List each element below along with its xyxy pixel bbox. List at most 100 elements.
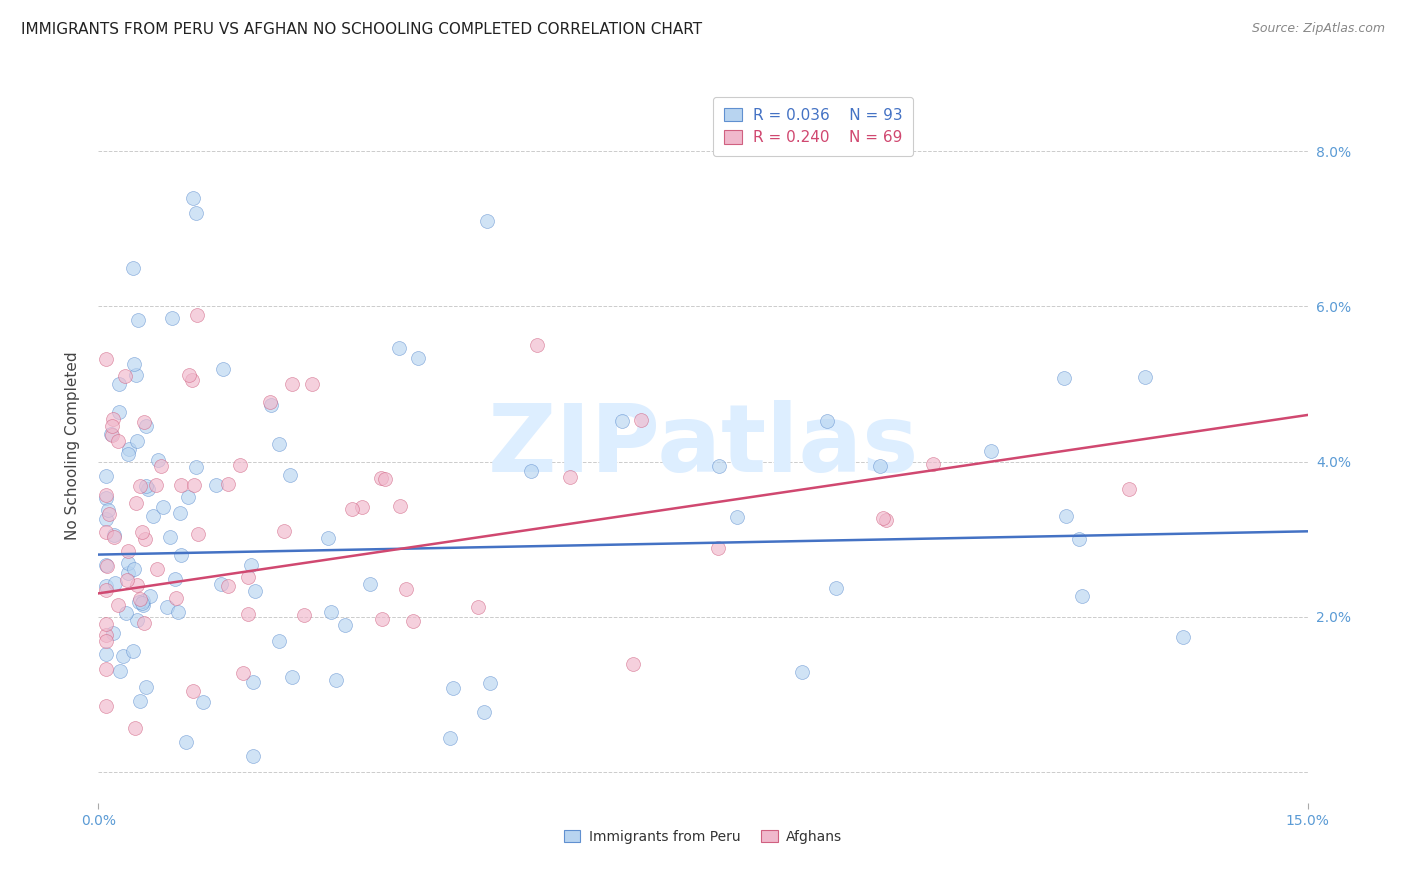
Point [104, 575, 127, 590]
Point [186, 206, 208, 220]
Point [526, 338, 548, 352]
Point [100, 427, 122, 442]
Point [406, 351, 429, 365]
Point [921, 457, 943, 471]
Point [136, 482, 159, 496]
Point [107, 405, 129, 419]
Point [167, 606, 190, 620]
Point [169, 506, 191, 520]
Point [103, 527, 125, 541]
Point [725, 510, 748, 524]
Point [204, 477, 226, 491]
Point [260, 398, 283, 412]
Point [232, 665, 254, 680]
Point [174, 735, 197, 749]
Point [135, 419, 157, 434]
Point [96, 491, 118, 505]
Point [107, 434, 129, 448]
Point [278, 467, 301, 482]
Point [402, 614, 425, 628]
Point [138, 589, 160, 603]
Point [1071, 589, 1094, 603]
Point [129, 693, 152, 707]
Point [170, 548, 193, 562]
Point [243, 583, 266, 598]
Point [156, 600, 179, 615]
Point [117, 556, 139, 570]
Point [1069, 532, 1091, 546]
Point [824, 582, 846, 596]
Point [122, 357, 145, 371]
Point [623, 657, 645, 671]
Point [101, 419, 124, 434]
Point [96, 579, 118, 593]
Point [439, 731, 461, 745]
Point [129, 592, 152, 607]
Point [96, 352, 118, 367]
Point [146, 453, 169, 467]
Point [170, 478, 193, 492]
Point [110, 664, 132, 678]
Text: Source: ZipAtlas.com: Source: ZipAtlas.com [1251, 22, 1385, 36]
Point [209, 577, 232, 591]
Point [125, 578, 148, 592]
Point [217, 579, 239, 593]
Point [388, 341, 411, 355]
Point [236, 570, 259, 584]
Point [96, 699, 118, 714]
Point [333, 617, 356, 632]
Point [115, 573, 138, 587]
Point [128, 595, 150, 609]
Point [240, 558, 263, 572]
Point [1118, 482, 1140, 496]
Point [180, 372, 202, 386]
Point [389, 499, 412, 513]
Point [107, 598, 129, 612]
Point [96, 559, 118, 574]
Point [122, 562, 145, 576]
Point [150, 459, 173, 474]
Point [124, 368, 146, 382]
Point [193, 695, 215, 709]
Point [127, 312, 149, 326]
Point [184, 460, 207, 475]
Point [103, 625, 125, 640]
Point [96, 582, 118, 597]
Point [122, 643, 145, 657]
Point [318, 532, 340, 546]
Point [96, 662, 118, 676]
Point [96, 558, 118, 573]
Point [475, 214, 498, 228]
Point [325, 673, 347, 687]
Point [179, 368, 201, 382]
Point [707, 541, 730, 556]
Point [281, 376, 304, 391]
Point [145, 478, 167, 492]
Point [183, 477, 205, 491]
Point [117, 447, 139, 461]
Point [187, 527, 209, 541]
Point [980, 443, 1002, 458]
Point [96, 469, 118, 483]
Point [321, 606, 343, 620]
Point [872, 510, 894, 524]
Point [359, 577, 381, 591]
Point [96, 487, 118, 501]
Point [267, 437, 290, 451]
Point [395, 582, 418, 597]
Point [131, 525, 153, 540]
Point [467, 599, 489, 614]
Point [114, 368, 136, 383]
Point [131, 596, 153, 610]
Point [159, 530, 181, 544]
Point [117, 544, 139, 558]
Point [472, 706, 495, 720]
Point [441, 681, 464, 695]
Point [301, 377, 323, 392]
Point [1171, 630, 1194, 644]
Point [132, 415, 155, 429]
Point [125, 496, 148, 510]
Point [160, 311, 183, 326]
Point [127, 434, 149, 448]
Point [186, 308, 208, 322]
